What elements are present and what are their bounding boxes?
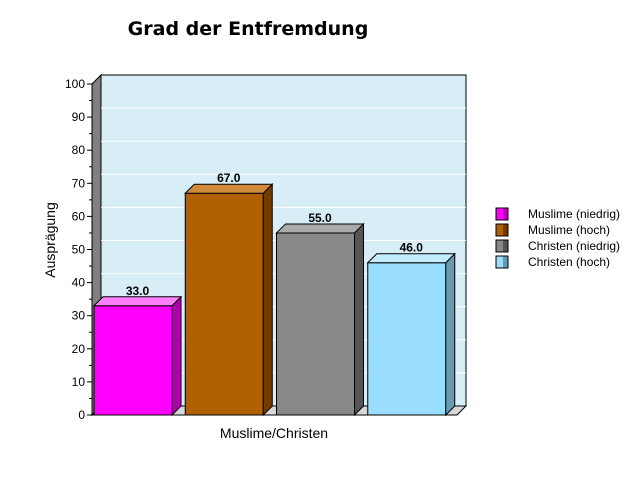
bar-top (366, 253, 456, 264)
bar-data-label: 67.0 (217, 171, 241, 185)
y-tick-label: 50 (72, 243, 86, 257)
data-labels: 33.0 67.0 55.0 46.0 (126, 171, 423, 298)
y-tick-label: 0 (78, 408, 85, 422)
bar-front (367, 262, 447, 416)
y-tick-label: 100 (65, 77, 85, 91)
bar-top (92, 296, 183, 307)
y-axis-label: Ausprägung (42, 202, 58, 278)
bar (184, 183, 274, 417)
y-tick-label: 70 (72, 176, 86, 190)
bar-side (262, 183, 273, 417)
y-tick-label: 90 (72, 110, 86, 124)
x-axis-label: Muslime/Christen (220, 425, 328, 441)
bar (275, 222, 365, 417)
legend-label: Muslime (niedrig) (528, 207, 620, 221)
legend-swatch-shade (503, 224, 508, 236)
bar-front (184, 192, 264, 416)
bar-data-label: 33.0 (126, 284, 150, 298)
legend-item: Muslime (hoch) (495, 223, 610, 237)
bar-side (171, 295, 182, 417)
bar (366, 252, 456, 417)
y-tick-label: 60 (72, 209, 86, 223)
legend-swatch-border (495, 255, 509, 269)
legend: Muslime (niedrig) Muslime (hoch) Christen … (495, 207, 620, 269)
legend-label: Muslime (hoch) (528, 223, 610, 237)
legend-swatch-border (495, 239, 509, 253)
bars (92, 183, 456, 417)
chart-title: Grad der Entfremdung (128, 18, 369, 40)
legend-label: Christen (niedrig) (528, 239, 620, 253)
legend-label: Christen (hoch) (528, 255, 610, 269)
legend-swatch-shade (503, 240, 508, 252)
legend-swatch-border (495, 207, 509, 221)
bar-front (93, 305, 173, 416)
bar-side (445, 252, 456, 417)
bar-data-label: 46.0 (400, 241, 424, 255)
y-tick-label: 10 (72, 375, 86, 389)
y-tick-label: 40 (72, 276, 86, 290)
bar (92, 295, 183, 417)
y-axis: 0 10 20 30 40 50 60 70 80 90 100 (65, 77, 92, 422)
bar-front (276, 232, 355, 416)
bar-top (275, 223, 365, 234)
legend-swatch-shade (503, 208, 508, 220)
bar-data-label: 55.0 (308, 211, 332, 225)
legend-item: Christen (hoch) (495, 255, 610, 269)
legend-swatch-border (495, 223, 509, 237)
bar-side (354, 222, 364, 417)
legend-swatch-shade (503, 256, 508, 268)
y-tick-label: 80 (72, 143, 86, 157)
legend-item: Christen (niedrig) (495, 239, 620, 253)
bar-top (184, 183, 274, 194)
y-tick-label: 20 (72, 342, 86, 356)
y-tick-label: 30 (72, 309, 86, 323)
legend-item: Muslime (niedrig) (495, 207, 620, 221)
